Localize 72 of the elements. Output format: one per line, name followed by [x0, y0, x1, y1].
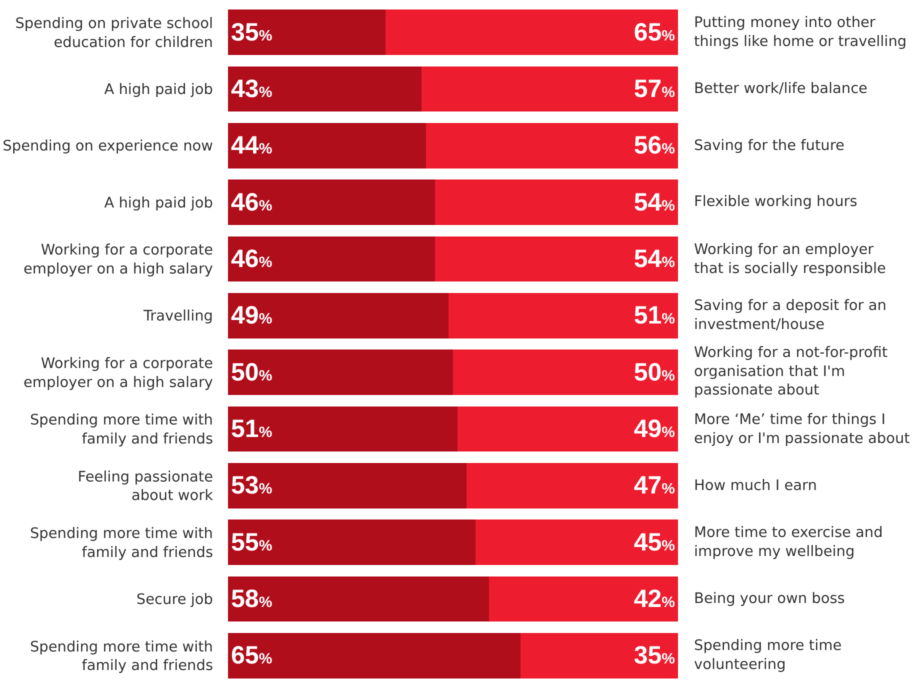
bar	[228, 350, 453, 395]
bar	[228, 463, 466, 508]
data-label: 49%	[634, 415, 675, 443]
data-label: 49%	[231, 302, 272, 330]
y-tick-label: Spending on experience now	[2, 138, 214, 155]
y-tick-label: Secure job	[136, 592, 213, 608]
data-label: 47%	[634, 472, 675, 500]
data-label: 65%	[634, 18, 675, 46]
bar	[228, 180, 435, 225]
bar	[458, 406, 678, 452]
data-label: 65%	[231, 642, 272, 670]
data-label: 58%	[231, 585, 272, 613]
text: How much I earn	[694, 478, 817, 494]
y-tick-label: Spending more time with family and friends	[30, 526, 213, 561]
data-label: 43%	[231, 75, 272, 103]
bar	[228, 10, 386, 55]
text: Putting money into other things like home or travelling	[694, 15, 907, 50]
text: Working for an employer that is socially responsible	[694, 242, 886, 277]
bar	[228, 236, 435, 282]
y-tick-label: Feeling passionate about work	[78, 469, 214, 504]
data-label: 45%	[634, 528, 675, 556]
bar	[426, 123, 678, 168]
text: More ‘Me’ time for things I enjoy or I'm passionate about	[694, 412, 910, 447]
bar	[228, 633, 520, 678]
data-label: 54%	[634, 245, 675, 273]
data-label: 57%	[634, 75, 675, 103]
text: More time to exercise and improve my wellbeing	[694, 525, 883, 560]
text: Better work/life balance	[694, 81, 868, 97]
bar	[228, 520, 476, 565]
bar	[228, 293, 448, 338]
bar	[435, 180, 678, 225]
data-label: 35%	[231, 18, 272, 46]
bar	[228, 406, 458, 452]
text: Saving for the future	[694, 138, 844, 154]
bar	[466, 463, 678, 508]
text: Being your own boss	[694, 591, 845, 607]
bar	[520, 633, 678, 678]
data-label: 50%	[634, 358, 675, 386]
bar	[228, 66, 422, 112]
bar	[448, 293, 678, 338]
text: Spending more time volunteering	[694, 638, 842, 673]
y-tick-label: A high paid job	[104, 195, 213, 212]
data-label: 50%	[231, 358, 272, 386]
y-tick-label: Spending more time with family and friends	[30, 412, 213, 448]
y-tick-label: Spending more time with family and friends	[30, 639, 213, 674]
bar	[228, 123, 426, 168]
data-label: 46%	[231, 245, 272, 273]
text: Saving for a deposit for an investment/house	[694, 298, 886, 333]
data-label: 44%	[231, 132, 272, 160]
bar	[453, 350, 678, 395]
bar	[489, 576, 678, 622]
data-label: 46%	[231, 188, 272, 216]
data-label: 54%	[634, 188, 675, 216]
bar	[228, 576, 489, 622]
data-label: 56%	[634, 132, 675, 160]
text: Flexible working hours	[694, 194, 858, 210]
data-label: 42%	[634, 585, 675, 613]
bar	[386, 10, 678, 55]
data-label: 53%	[231, 472, 272, 500]
y-tick-label: Spending on private school education for children	[15, 16, 213, 51]
data-label: 51%	[634, 302, 675, 330]
bar	[422, 66, 678, 112]
bar	[435, 236, 678, 282]
y-tick-label: Working for a corporate employer on a high salary	[23, 356, 214, 391]
y-tick-label: Working for a corporate employer on a high salary	[23, 242, 214, 278]
bar	[476, 520, 678, 565]
text: Working for a not-for-profit organisation that I'm passionate about	[694, 345, 888, 399]
y-tick-label: Travelling	[142, 308, 213, 325]
data-label: 55%	[231, 528, 272, 556]
data-label: 51%	[231, 415, 272, 443]
data-label: 35%	[634, 642, 675, 670]
y-tick-label: A high paid job	[104, 82, 213, 98]
